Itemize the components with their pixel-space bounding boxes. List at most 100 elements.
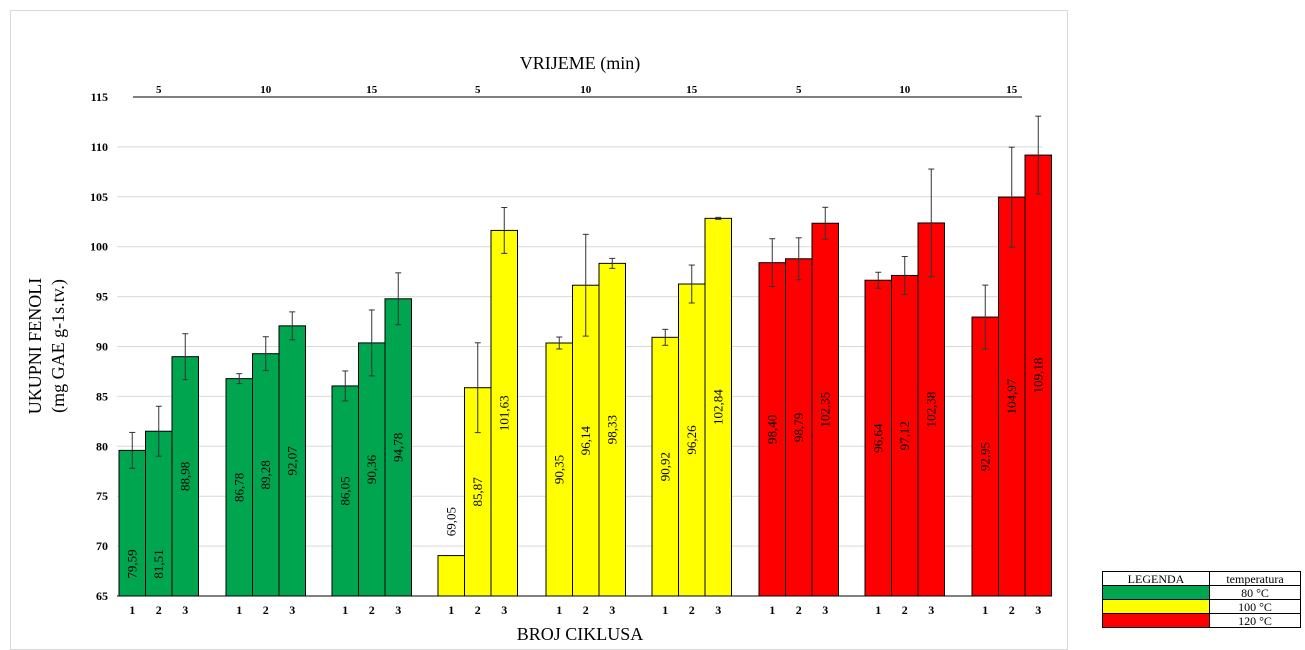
- cycle-tick-label: 2: [689, 603, 695, 617]
- value-label: 90,36: [364, 454, 379, 484]
- bar: [678, 283, 706, 597]
- y-axis-title-line1: UKUPNI FENOLI: [25, 278, 45, 415]
- bar: [278, 325, 306, 597]
- legend-row-80: 80 °C: [1102, 585, 1301, 600]
- value-label: 102,35: [817, 392, 832, 428]
- time-label: 10: [580, 84, 592, 96]
- value-label: 89,28: [258, 460, 273, 489]
- time-label: 10: [260, 84, 272, 96]
- cycle-tick-label: 2: [475, 603, 481, 617]
- cycle-tick-label: 2: [156, 603, 162, 617]
- value-label: 90,92: [657, 452, 672, 481]
- bar: [864, 279, 892, 597]
- cycle-tick-label: 3: [1035, 603, 1041, 617]
- value-label: 102,84: [710, 389, 725, 425]
- legend-header-row: LEGENDA temperatura: [1102, 571, 1301, 586]
- bar: [118, 449, 146, 597]
- legend-table: LEGENDA temperatura 80 °C 100 °C 120 °C: [1102, 571, 1301, 628]
- legend-swatch-80: [1102, 585, 1210, 600]
- cycle-tick-label: 2: [796, 603, 802, 617]
- bar: [437, 555, 465, 597]
- legend-header-temperature: temperatura: [1209, 571, 1301, 586]
- y-tick-label: 110: [91, 140, 108, 154]
- value-label: 92,95: [977, 442, 992, 471]
- bar: [891, 274, 919, 597]
- value-label: 102,38: [923, 392, 938, 428]
- y-tick-label: 75: [96, 489, 108, 503]
- cycle-tick-label: 2: [369, 603, 375, 617]
- bar: [971, 316, 999, 597]
- cycle-tick-label: 1: [129, 603, 135, 617]
- cycle-tick-label: 3: [928, 603, 934, 617]
- time-label: 15: [1006, 84, 1018, 96]
- time-label: 15: [366, 84, 378, 96]
- cycle-tick-label: 3: [822, 603, 828, 617]
- y-tick-label: 100: [90, 240, 108, 254]
- y-tick-label: 95: [96, 290, 108, 304]
- cycle-tick-label: 3: [289, 603, 295, 617]
- value-label: 104,97: [1004, 378, 1019, 414]
- bar: [384, 298, 412, 597]
- cycle-tick-label: 3: [501, 603, 507, 617]
- bar: [358, 342, 386, 597]
- cycle-tick-label: 3: [715, 603, 721, 617]
- cycle-tick-label: 1: [556, 603, 562, 617]
- value-label: 86,05: [337, 476, 352, 505]
- cycle-tick-label: 1: [875, 603, 881, 617]
- bar: [598, 262, 626, 597]
- cycle-tick-label: 2: [583, 603, 589, 617]
- value-label: 92,07: [284, 446, 299, 476]
- cycle-tick-label: 3: [395, 603, 401, 617]
- value-label: 101,63: [496, 395, 511, 431]
- bar: [704, 217, 732, 597]
- legend-swatch-120: [1102, 613, 1210, 628]
- y-tick-label: 90: [96, 340, 108, 354]
- time-label: 5: [796, 84, 802, 96]
- cycle-tick-label: 1: [448, 603, 454, 617]
- value-label: 96,14: [578, 425, 593, 455]
- cycle-tick-label: 1: [236, 603, 242, 617]
- y-tick-label: 85: [96, 389, 108, 403]
- cycle-tick-label: 2: [902, 603, 908, 617]
- cycle-tick-label: 1: [982, 603, 988, 617]
- value-label: 88,98: [177, 462, 192, 491]
- time-label: 10: [899, 84, 911, 96]
- time-label: 15: [686, 84, 698, 96]
- value-label: 98,79: [791, 413, 806, 442]
- value-label: 79,59: [124, 549, 139, 578]
- value-label: 81,51: [151, 549, 166, 578]
- bar: [998, 196, 1026, 597]
- value-label: 90,35: [551, 455, 566, 484]
- legend-label-120: 120 °C: [1209, 613, 1301, 628]
- legend-swatch-100: [1102, 599, 1210, 614]
- y-tick-label: 115: [91, 90, 108, 104]
- bar: [545, 342, 573, 597]
- cycle-tick-label: 1: [662, 603, 668, 617]
- cycle-tick-label: 3: [182, 603, 188, 617]
- cycle-tick-label: 1: [342, 603, 348, 617]
- legend-label-100: 100 °C: [1209, 599, 1301, 614]
- time-label: 5: [475, 84, 481, 96]
- y-axis-title-line2: (mg GAE g-1s.tv.): [48, 279, 69, 413]
- y-tick-label: 70: [96, 539, 108, 553]
- bar: [572, 284, 600, 597]
- value-label: 109,18: [1030, 358, 1045, 394]
- value-label: 86,78: [231, 473, 246, 502]
- value-label: 98,33: [604, 415, 619, 444]
- cycle-tick-label: 3: [609, 603, 615, 617]
- y-tick-label: 105: [90, 190, 108, 204]
- y-tick-label: 65: [96, 589, 108, 603]
- time-label: 5: [156, 84, 162, 96]
- legend-label-80: 80 °C: [1209, 585, 1301, 600]
- bar: [171, 356, 199, 597]
- value-label: 97,12: [897, 421, 912, 450]
- value-label: 94,78: [390, 433, 405, 462]
- legend-row-120: 120 °C: [1102, 613, 1301, 628]
- bar: [811, 222, 839, 597]
- cycle-tick-label: 1: [769, 603, 775, 617]
- value-label: 85,87: [470, 477, 485, 507]
- bar: [490, 229, 518, 597]
- bar: [651, 336, 679, 597]
- cycle-tick-label: 2: [263, 603, 269, 617]
